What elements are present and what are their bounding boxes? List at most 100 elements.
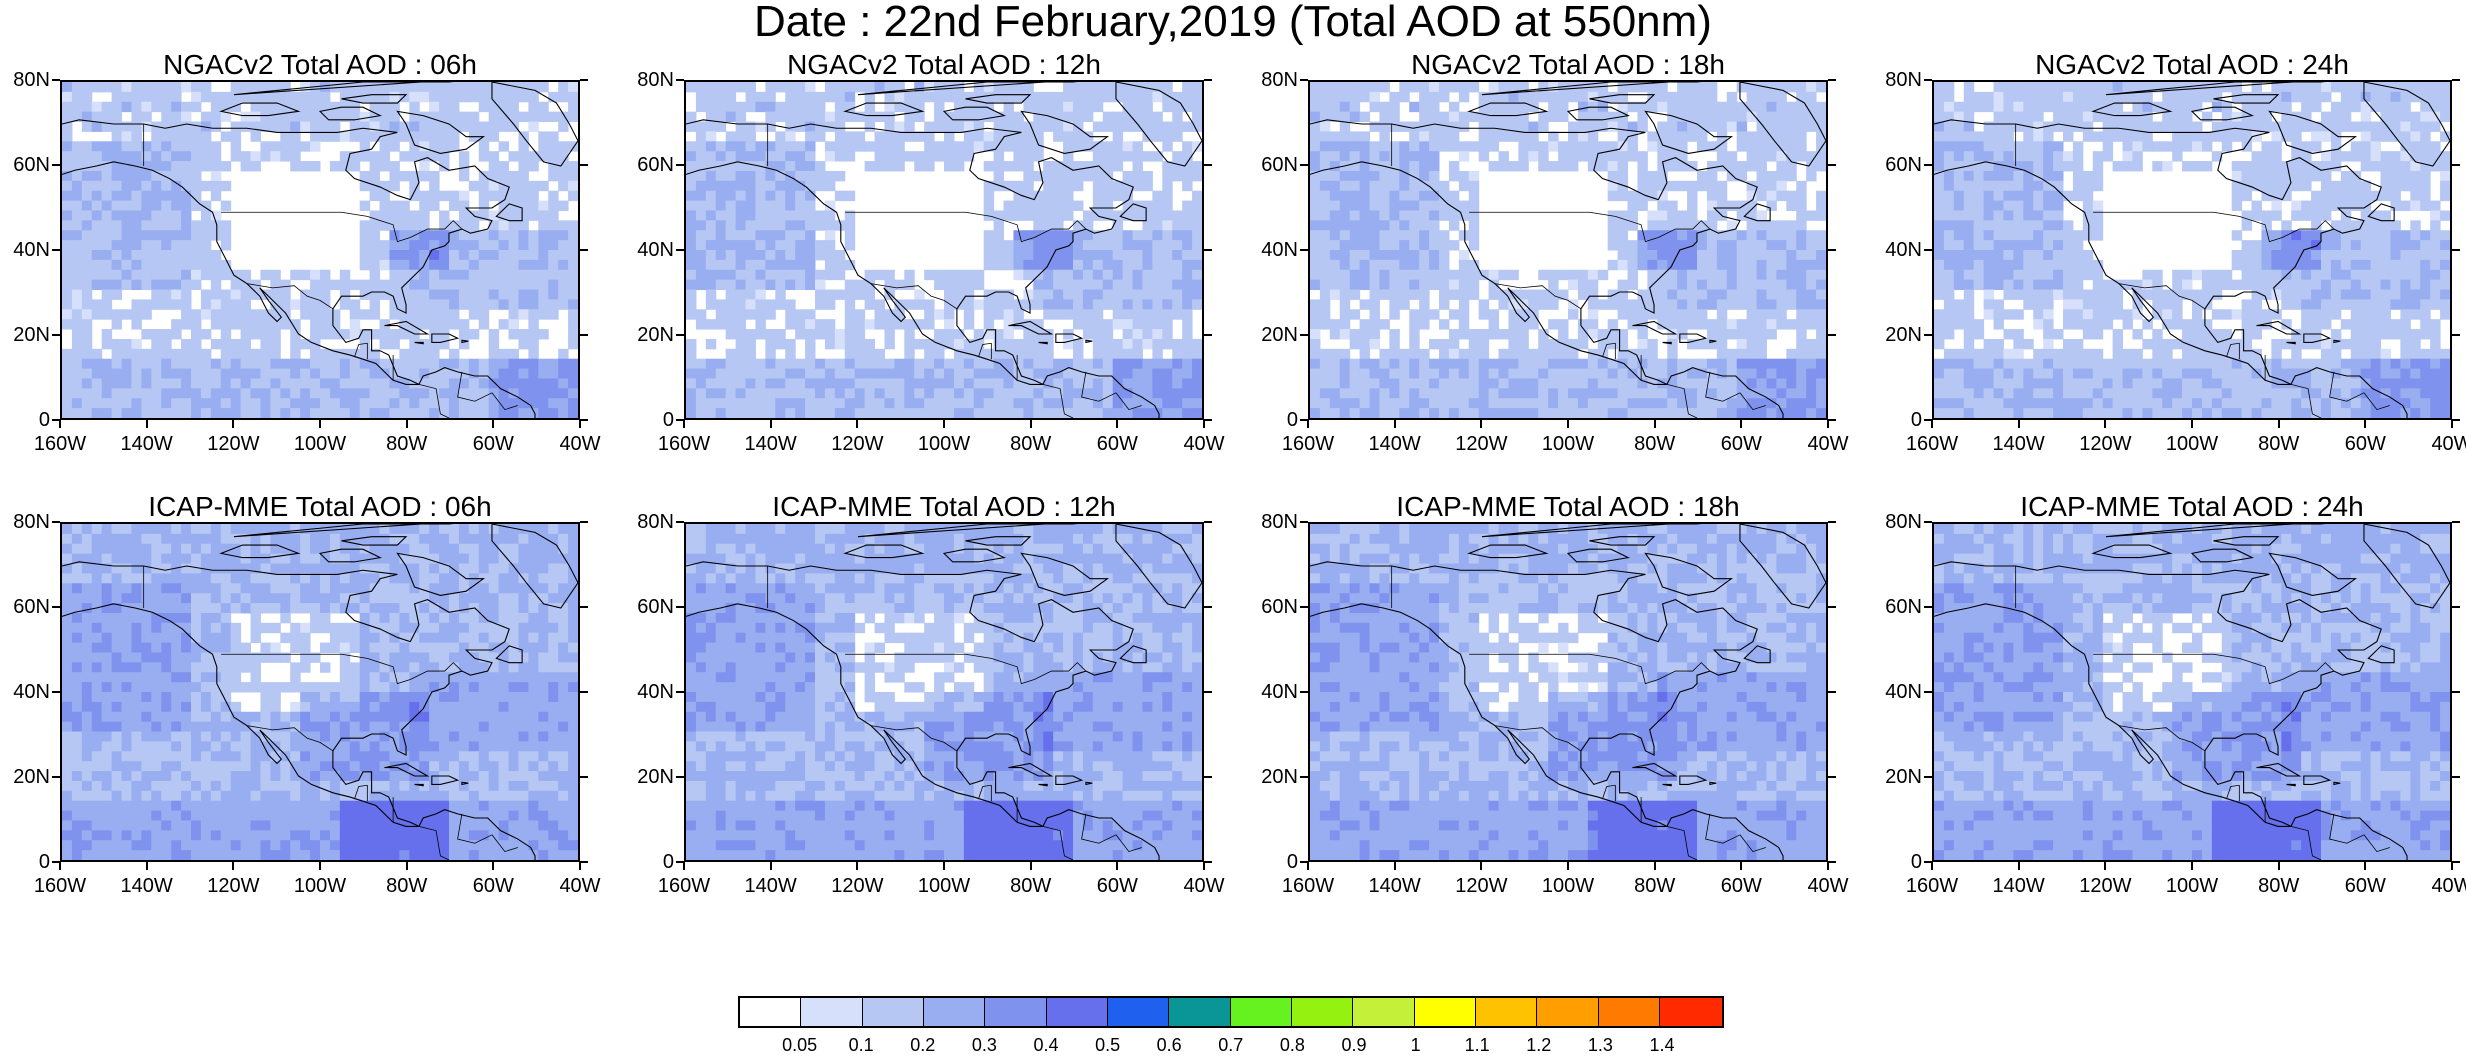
x-tick [1393,420,1396,428]
colorbar-label: 0.3 [971,1035,997,1055]
y-tick-label: 0 [1286,409,1298,431]
y-tick [676,164,684,166]
colorbar-label: 0.8 [1279,1035,1305,1055]
x-tick [405,420,408,428]
y-tick-label: 80N [1885,511,1922,533]
x-tick-label: 140W [1992,433,2045,455]
y-tick-label: 0 [38,409,50,431]
x-tick [1567,420,1569,428]
y-tick [52,79,60,81]
x-tick-label: 120W [831,433,884,455]
x-tick [492,420,495,428]
x-tick [2364,862,2367,870]
map-panel: ICAP-MME Total AOD : 18h 80N 60N 40N 20N 0 160… [1248,492,1848,897]
panel-title: NGACv2 Total AOD : 12h [787,49,1101,80]
x-tick [1203,862,1205,870]
x-tick [943,420,945,428]
y-tick [676,606,684,608]
y-tick-right [1204,776,1212,778]
x-tick [2191,862,2193,870]
x-tick [1931,420,1933,428]
y-tick-label: 60N [1885,154,1922,176]
map-panel: ICAP-MME Total AOD : 12h 80N 60N 40N 20N 0 160… [624,492,1224,897]
x-tick-label: 80W [386,875,428,897]
y-tick-right [2452,249,2460,251]
y-tick-right [1204,79,1212,81]
y-tick [1924,521,1932,523]
x-tick [1029,862,1032,870]
x-tick-label: 160W [1905,433,1959,455]
y-tick-label: 40N [637,239,674,261]
y-tick-right [1828,79,1836,81]
map-panel: NGACv2 Total AOD : 24h 80N 60N 40N 20N 0 160W 1… [1872,50,2466,455]
x-tick-label: 120W [207,875,260,897]
aod-grid-cells [62,524,578,860]
x-tick [2017,420,2020,428]
y-tick-right [580,79,588,81]
x-tick-label: 140W [744,433,797,455]
x-tick [2451,420,2453,428]
x-tick-label: 40W [2431,433,2466,455]
colorbar-box [1537,998,1599,1026]
x-tick-label: 80W [1010,433,1052,455]
x-tick [943,862,945,870]
y-tick [676,334,684,336]
colorbar-box [801,998,863,1026]
coastlines [686,524,1202,860]
x-tick [1740,862,1743,870]
y-tick [52,861,60,863]
y-tick [1300,249,1308,251]
y-tick [676,861,684,863]
x-tick-label: 100W [2165,875,2219,897]
panel-title: NGACv2 Total AOD : 24h [2035,49,2349,80]
x-tick-label: 40W [559,875,601,897]
aod-field [1310,82,1826,418]
x-tick [856,420,859,428]
x-tick [145,420,148,428]
x-tick-label: 120W [1455,433,1508,455]
aod-grid-cells [686,524,1202,860]
coastlines [1934,82,2450,418]
map-frame [1932,522,2452,862]
x-tick [1827,862,1829,870]
x-tick [319,420,321,428]
y-tick [676,249,684,251]
panel-title: NGACv2 Total AOD : 18h [1411,49,1725,80]
x-tick-label: 40W [2431,875,2466,897]
y-tick-label: 60N [13,154,50,176]
y-tick [1924,861,1932,863]
x-tick-label: 40W [1183,875,1225,897]
x-tick [1567,862,1569,870]
colorbar-box [1598,998,1661,1026]
colorbar-label: 1 [1410,1035,1421,1055]
x-tick-label: 140W [1368,875,1421,897]
x-tick-label: 160W [657,433,711,455]
y-tick-right [1204,419,1212,421]
y-tick-label: 20N [637,324,674,346]
y-tick-label: 0 [662,851,674,873]
map-panel: NGACv2 Total AOD : 12h 80N 60N 40N 20N 0 160W 1… [624,50,1224,455]
x-tick [1203,420,1205,428]
y-tick-right [580,419,588,421]
x-tick-label: 60W [472,433,514,455]
y-tick [1300,79,1308,81]
coastlines [62,82,578,418]
y-tick-label: 20N [1885,324,1922,346]
y-tick [1300,861,1308,863]
x-tick [2277,862,2280,870]
country-borders [2015,124,2390,418]
y-tick-right [1828,334,1836,336]
country-borders [143,124,518,418]
y-tick-label: 0 [1910,851,1922,873]
colorbar-box [1230,998,1293,1026]
x-tick [856,862,859,870]
y-tick [52,606,60,608]
y-tick-label: 20N [13,766,50,788]
y-tick-right [1828,249,1836,251]
y-tick-label: 20N [1261,766,1298,788]
x-tick-label: 100W [1541,875,1595,897]
panel-title: ICAP-MME Total AOD : 18h [1396,491,1740,522]
colorbar-box [924,998,986,1026]
x-tick-label: 80W [1634,433,1676,455]
colorbar-box [1414,998,1477,1026]
